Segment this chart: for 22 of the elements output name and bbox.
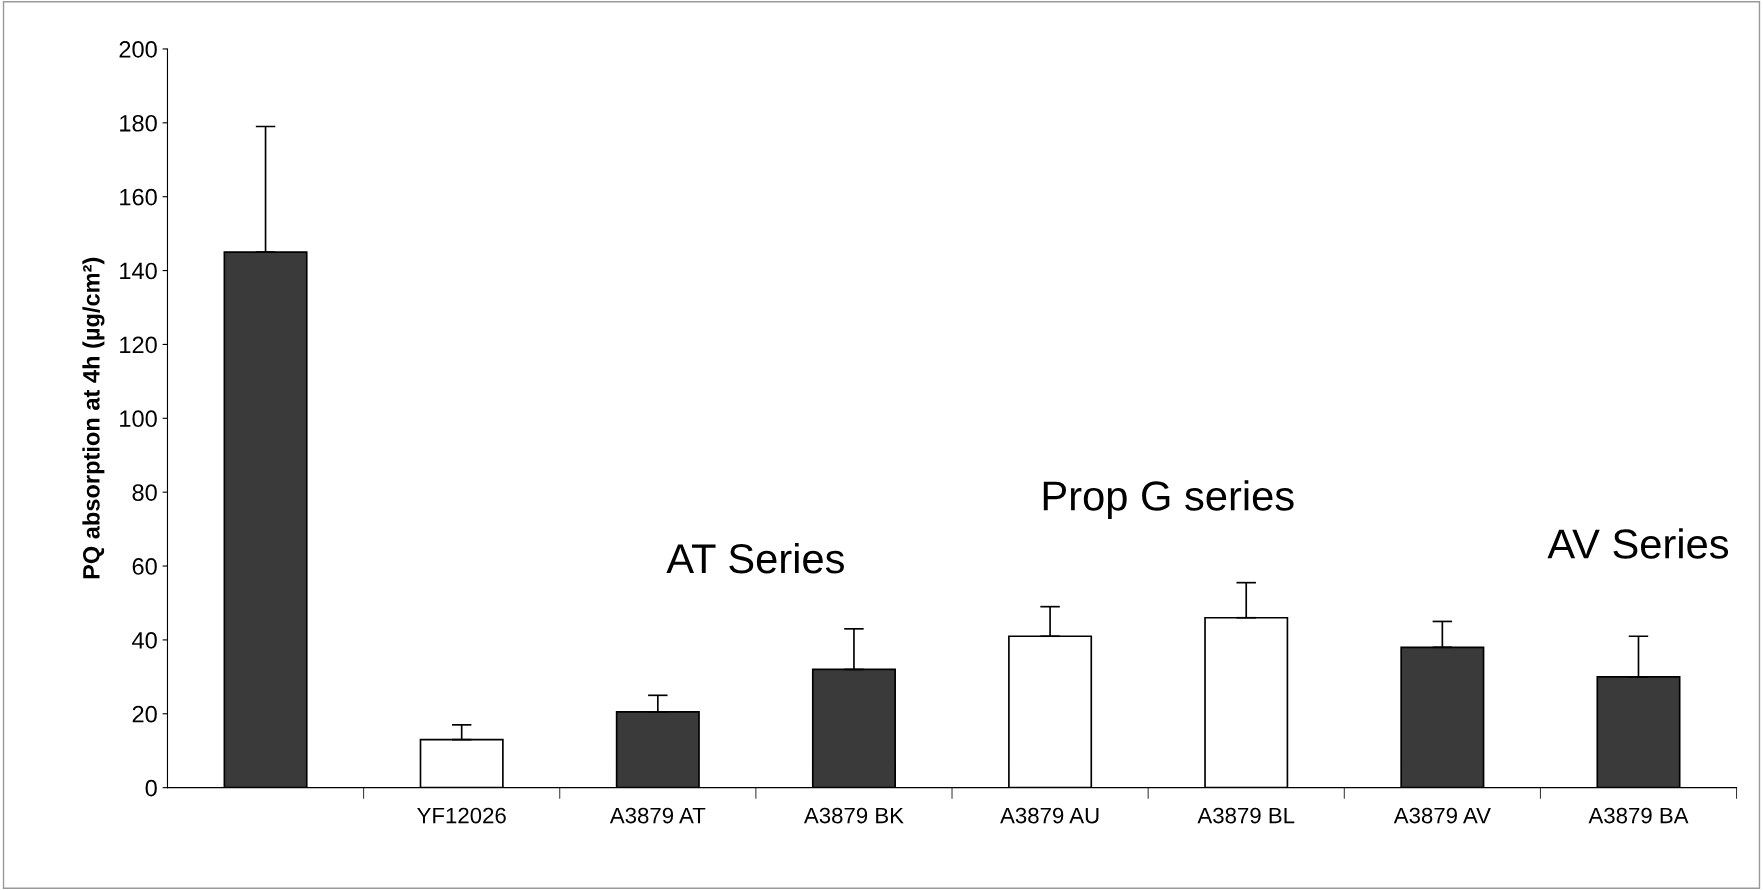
x-tick-label: A3879 BL xyxy=(1197,807,1295,824)
y-tick-label: 180 xyxy=(120,114,157,132)
y-tick-label: 120 xyxy=(120,336,157,354)
annotation: Prop G series xyxy=(1043,480,1294,519)
y-tick-label: 40 xyxy=(132,631,157,649)
y-tick-label: 60 xyxy=(132,558,157,575)
y-tick-label: 20 xyxy=(132,705,157,723)
x-tick-label: A3879 AU xyxy=(1000,807,1099,824)
x-tick-label: A3879 BK xyxy=(803,807,904,824)
y-tick-label: 160 xyxy=(120,188,157,206)
y-tick-label: 200 xyxy=(119,41,157,58)
y-tick-label: 100 xyxy=(120,410,157,428)
x-tick-label: A3879 BA xyxy=(1588,807,1689,824)
x-tick-label: YF12026 xyxy=(417,807,506,824)
annotation: AV Series xyxy=(1547,528,1729,559)
annotation: AT Series xyxy=(666,542,844,574)
y-tick-label: 140 xyxy=(120,262,157,280)
y-axis-title: PQ absorption at 4h (µg/cm²) xyxy=(82,257,105,579)
x-tick-label: A3879 AT xyxy=(609,807,706,824)
x-tick-label: A3879 AV xyxy=(1393,807,1491,824)
y-tick-label: 0 xyxy=(145,779,157,797)
y-tick-label: 80 xyxy=(132,484,157,501)
